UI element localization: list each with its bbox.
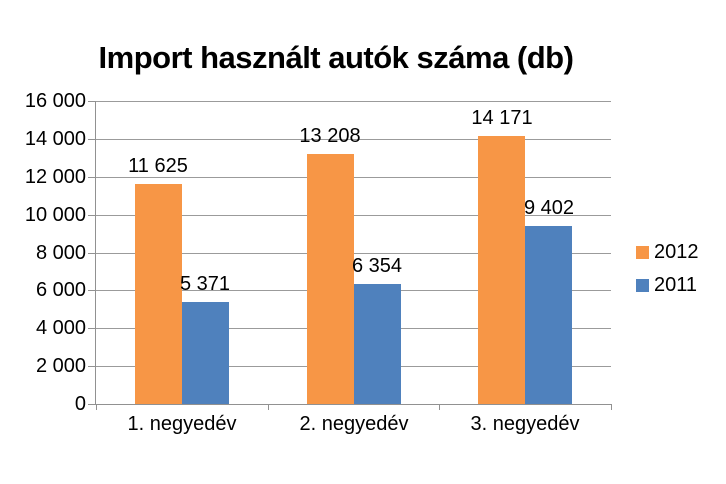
y-axis-tick (88, 328, 96, 329)
y-axis-tick-label: 12 000 (24, 166, 86, 188)
bar-2011-cat1 (182, 302, 229, 404)
legend-swatch-2012 (636, 245, 649, 259)
y-axis-tick (88, 290, 96, 291)
legend-item-2011: 2011 (636, 275, 699, 295)
chart-title: Import használt autók száma (db) (98, 40, 574, 75)
x-axis-category-label: 3. negyedév (470, 413, 580, 435)
y-axis-tick-label: 16 000 (24, 90, 86, 112)
x-axis-tick (268, 404, 269, 410)
y-axis-tick-label: 4 000 (35, 317, 86, 339)
y-axis-tick (88, 366, 96, 367)
plot-area: 0 2 000 4 000 6 000 8 000 10 000 12 000 14 000 1… (25, 91, 612, 434)
bar-value-label-2012-cat2: 13 208 (299, 125, 361, 147)
x-axis-category-label: 2. negyedév (299, 413, 409, 435)
x-axis-category-label: 1. negyedév (127, 413, 237, 435)
y-axis-tick-label: 6 000 (35, 279, 86, 301)
legend-item-2012: 2012 (636, 242, 699, 262)
y-axis-tick (88, 139, 96, 140)
bar-value-label-2011-cat3: 9 402 (523, 197, 575, 219)
bar-2012-cat3 (478, 136, 525, 404)
bar-2011-cat3 (525, 226, 572, 404)
y-gridline (96, 101, 611, 102)
bar-value-label-2012-cat1: 11 625 (128, 155, 188, 177)
bar-2012-cat1 (135, 184, 182, 404)
y-axis-tick-label: 0 (74, 393, 86, 415)
legend-label-2012: 2012 (654, 241, 699, 263)
legend: 2012 2011 (636, 242, 699, 308)
y-axis-tick (88, 177, 96, 178)
bar-value-label-2012-cat3: 14 171 (471, 107, 533, 129)
y-axis-tick (88, 404, 96, 405)
y-axis-tick-label: 10 000 (24, 204, 86, 226)
bar-2011-cat2 (354, 284, 401, 404)
bar-value-label-2011-cat1: 5 371 (179, 273, 231, 295)
legend-label-2011: 2011 (654, 274, 698, 296)
y-axis-tick (88, 215, 96, 216)
y-axis-tick-label: 2 000 (35, 355, 86, 377)
legend-swatch-2011 (636, 278, 649, 292)
y-gridline (96, 139, 611, 140)
x-axis-tick (96, 404, 97, 410)
x-axis-tick (611, 404, 612, 410)
y-axis-tick (88, 253, 96, 254)
y-axis-tick (88, 101, 96, 102)
y-axis-tick-label: 8 000 (35, 242, 86, 264)
bar-2012-cat2 (307, 154, 354, 404)
y-axis-tick-label: 14 000 (24, 128, 86, 150)
bar-value-label-2011-cat2: 6 354 (351, 255, 403, 277)
x-axis-tick (439, 404, 440, 410)
